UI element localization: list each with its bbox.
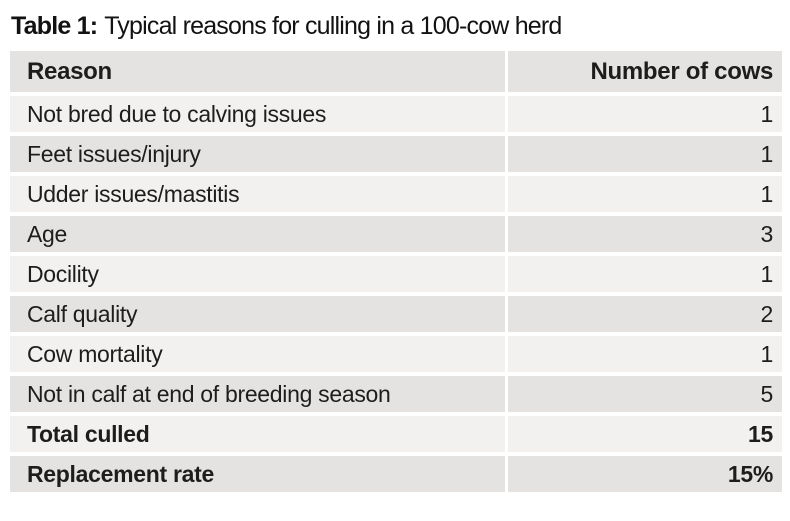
count-cell: 2 [508,296,782,332]
culling-reasons-table: Reason Number of cows Not bred due to ca… [10,47,782,496]
count-cell: 1 [508,176,782,212]
reason-cell: Docility [10,256,508,292]
table-row: Not bred due to calving issues 1 [10,96,782,132]
table-row: Docility 1 [10,256,782,292]
reason-cell: Age [10,216,508,252]
reason-cell: Not in calf at end of breeding season [10,376,508,412]
replacement-rate-label: Replacement rate [10,456,508,492]
total-culled-value: 15 [508,416,782,452]
count-cell: 1 [508,256,782,292]
reason-cell: Calf quality [10,296,508,332]
reason-cell: Not bred due to calving issues [10,96,508,132]
total-culled-row: Total culled 15 [10,416,782,452]
count-cell: 1 [508,136,782,172]
total-culled-label: Total culled [10,416,508,452]
column-header-number-of-cows: Number of cows [508,51,782,92]
count-cell: 5 [508,376,782,412]
table-row: Cow mortality 1 [10,336,782,372]
table-row: Feet issues/injury 1 [10,136,782,172]
table-row: Calf quality 2 [10,296,782,332]
table-row: Udder issues/mastitis 1 [10,176,782,212]
table-row: Not in calf at end of breeding season 5 [10,376,782,412]
table-title: Table 1: Typical reasons for culling in a… [11,12,782,41]
count-cell: 1 [508,96,782,132]
reason-cell: Cow mortality [10,336,508,372]
count-cell: 3 [508,216,782,252]
table-row: Age 3 [10,216,782,252]
table-title-text: Typical reasons for culling in a 100-cow… [104,12,562,40]
reason-cell: Udder issues/mastitis [10,176,508,212]
table-header-row: Reason Number of cows [10,51,782,92]
table-title-label: Table 1: [11,12,98,40]
replacement-rate-value: 15% [508,456,782,492]
column-header-reason: Reason [10,51,508,92]
replacement-rate-row: Replacement rate 15% [10,456,782,492]
count-cell: 1 [508,336,782,372]
reason-cell: Feet issues/injury [10,136,508,172]
